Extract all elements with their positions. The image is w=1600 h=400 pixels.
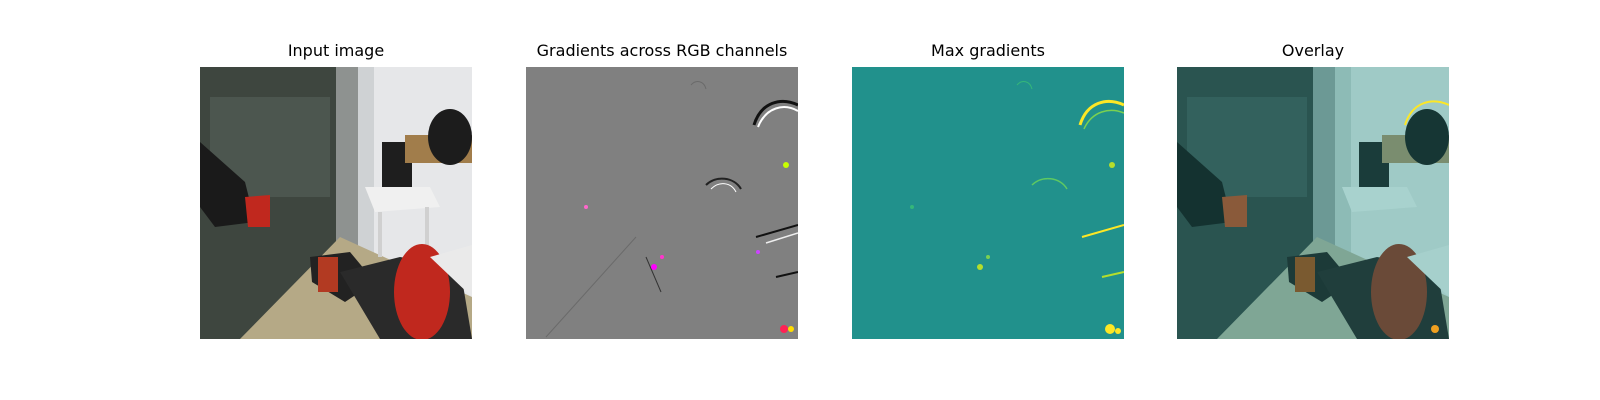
input-image-svg	[200, 67, 472, 339]
input-image	[200, 67, 472, 339]
panel-title-gradients: Gradients across RGB channels	[536, 41, 788, 60]
gradients-rgb-svg	[526, 67, 798, 339]
overlay-image	[1177, 67, 1449, 339]
panel-title-input: Input image	[287, 41, 385, 60]
panel-title-overlay: Overlay	[1281, 41, 1345, 60]
panel-title-max-gradients: Max gradients	[931, 41, 1045, 60]
max-gradients-svg	[852, 67, 1124, 339]
overlay-svg	[1177, 67, 1449, 339]
gradients-rgb-map	[526, 67, 798, 339]
max-gradients-map	[852, 67, 1124, 339]
